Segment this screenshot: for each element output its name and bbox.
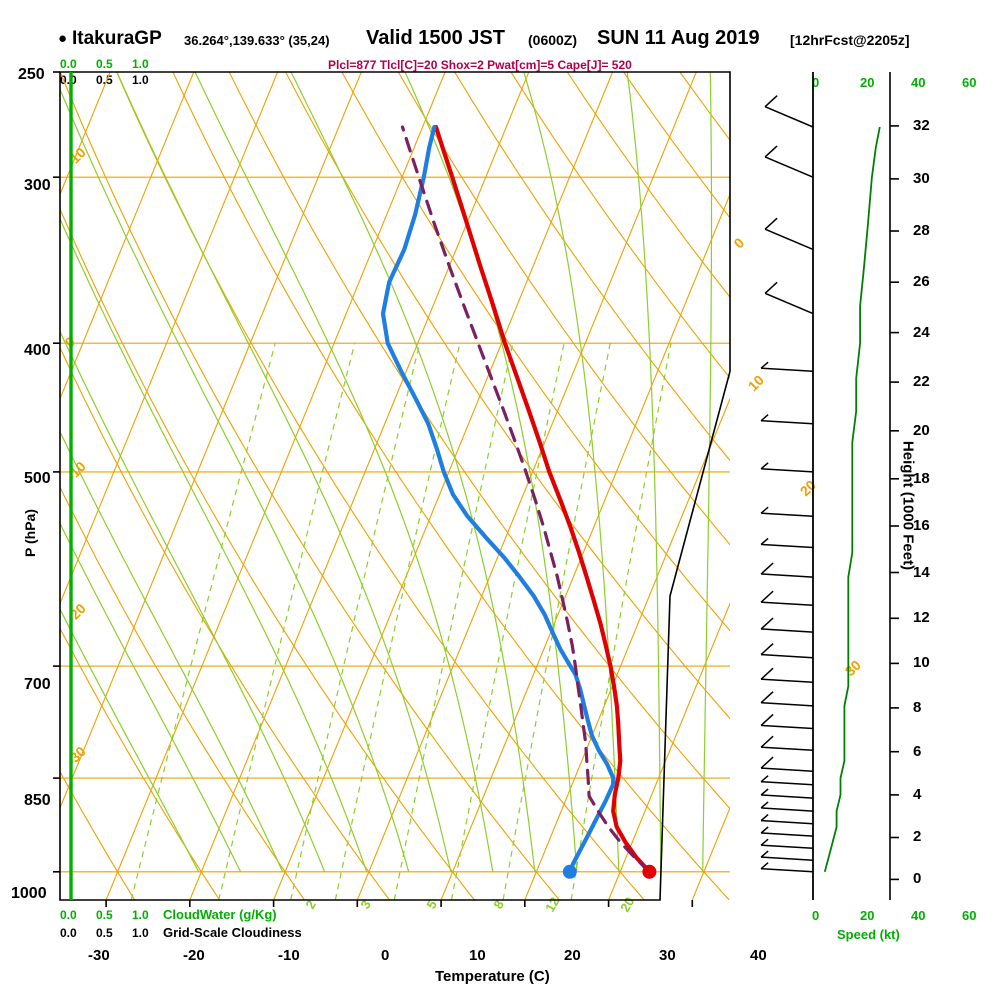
temperature-tick--20: -20	[183, 947, 205, 964]
valid-date: SUN 11 Aug 2019	[597, 27, 760, 49]
speed-tick-top-1: 20	[860, 75, 875, 90]
speed-tick-top-3: 60	[962, 75, 977, 90]
pressure-tick-500: 500	[24, 470, 51, 487]
temperature-tick-20: 20	[564, 947, 581, 964]
curve-temperature	[433, 124, 652, 874]
forecast-stamp: [12hrFcst@2205z]	[790, 32, 910, 48]
temperature-tick-40: 40	[750, 947, 767, 964]
cloudiness-tick-bottom-2: 1.0	[132, 926, 149, 940]
curve-dewpoint	[380, 124, 616, 874]
surface-dewpoint	[562, 864, 577, 879]
cloudwater-tick-bottom-1: 0.5	[96, 908, 113, 922]
station-name: ItakuraGP	[72, 28, 162, 49]
height-tick-4: 4	[913, 786, 922, 803]
temperature-axis-label: Temperature (C)	[435, 968, 550, 985]
stability-indices: Plcl=877 Tlcl[C]=20 Shox=2 Pwat[cm]=5 Ca…	[328, 58, 632, 72]
height-tick-30: 30	[913, 170, 930, 187]
cloudwater-tick-bottom-2: 1.0	[132, 908, 149, 922]
temperature-tick--30: -30	[88, 947, 110, 964]
station-bullet: ●	[58, 30, 68, 47]
temperature-tick-0: 0	[381, 947, 390, 964]
height-tick-26: 26	[913, 273, 930, 290]
isobar-lines	[60, 71, 730, 873]
pressure-tick-1000: 1000	[11, 885, 47, 902]
mixing-ratio-lines	[130, 343, 672, 900]
height-tick-22: 22	[913, 373, 930, 390]
sounding-curves	[380, 124, 652, 874]
pressure-tick-400: 400	[24, 342, 51, 359]
cloudwater-tick-top-0: 0.0	[60, 57, 77, 71]
temperature-tick-10: 10	[469, 947, 486, 964]
height-tick-20: 20	[913, 422, 930, 439]
speed-tick-bottom-0: 0	[812, 908, 820, 923]
valid-time-utc: (0600Z)	[528, 32, 578, 48]
cloudwater-axis-label: CloudWater (g/Kg)	[163, 907, 277, 922]
cloudiness-tick-bottom-0: 0.0	[60, 926, 77, 940]
cloudwater-tick-bottom-0: 0.0	[60, 908, 77, 922]
isotherm-lines	[60, 72, 730, 900]
height-tick-8: 8	[913, 699, 922, 716]
surface-markers	[562, 864, 657, 879]
pressure-tick-250: 250	[18, 66, 45, 83]
pressure-tick-300: 300	[24, 177, 51, 194]
speed-tick-bottom-2: 40	[911, 908, 926, 923]
height-tick-18: 18	[913, 470, 930, 487]
height-tick-10: 10	[913, 654, 930, 671]
station-coords: 36.264°,139.633° (35,24)	[184, 33, 330, 48]
cloudwater-tick-top-2: 1.0	[132, 57, 149, 71]
dry-adiabat-lines	[60, 72, 730, 900]
speed-tick-top-2: 40	[911, 75, 926, 90]
cloudiness-tick-top-2: 1.0	[132, 73, 149, 87]
curve-parcel	[400, 125, 651, 874]
wind-panel	[760, 72, 899, 900]
cloudiness-axis-label: Grid-Scale Cloudiness	[163, 925, 302, 940]
valid-time: Valid 1500 JST	[366, 27, 505, 49]
height-tick-0: 0	[913, 870, 922, 887]
temperature-tick-30: 30	[659, 947, 676, 964]
height-tick-24: 24	[913, 324, 930, 341]
speed-tick-bottom-1: 20	[860, 908, 875, 923]
speed-tick-top-0: 0	[812, 75, 820, 90]
wind-speed-curve	[823, 126, 881, 873]
height-tick-12: 12	[913, 609, 930, 626]
height-tick-28: 28	[913, 222, 930, 239]
height-tick-14: 14	[913, 564, 930, 581]
surface-temperature	[642, 864, 657, 879]
pressure-tick-850: 850	[24, 792, 51, 809]
cloudwater-tick-top-1: 0.5	[96, 57, 113, 71]
pressure-tick-700: 700	[24, 676, 51, 693]
temperature-tick--10: -10	[278, 947, 300, 964]
speed-tick-bottom-3: 60	[962, 908, 977, 923]
height-tick-6: 6	[913, 743, 922, 760]
cloudiness-tick-bottom-1: 0.5	[96, 926, 113, 940]
speed-axis-label: Speed (kt)	[837, 927, 900, 942]
height-tick-2: 2	[913, 828, 922, 845]
height-tick-32: 32	[913, 117, 930, 134]
height-tick-16: 16	[913, 517, 930, 534]
